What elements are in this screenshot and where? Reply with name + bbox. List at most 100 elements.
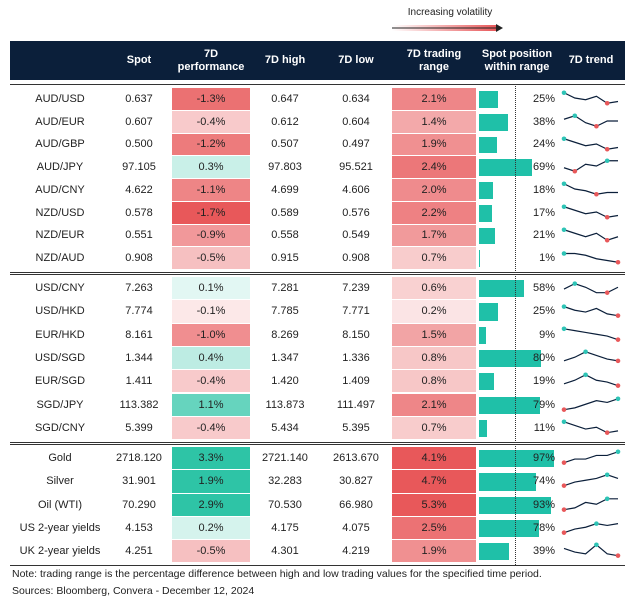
- cell: 2.5%: [392, 516, 476, 540]
- cell: 2.2%: [392, 201, 476, 224]
- cell: 95.521: [339, 161, 373, 174]
- cell: 8.150: [342, 328, 370, 341]
- cell: 7.774: [125, 305, 153, 318]
- row-label: EUR/HKD: [35, 328, 85, 341]
- header-cell: 7D trend: [568, 54, 614, 66]
- position-label: 25%: [532, 305, 555, 318]
- sparkline: [561, 472, 619, 489]
- trend-high: [583, 372, 588, 378]
- position-label: 21%: [532, 229, 555, 242]
- cell: 4.251: [125, 545, 153, 558]
- cell: 0.915: [271, 252, 299, 265]
- cell: 0.497: [342, 138, 370, 151]
- position-label: 1%: [539, 252, 555, 265]
- trend-line: [563, 306, 619, 317]
- cell: 0.604: [342, 115, 370, 128]
- trend-high: [572, 113, 578, 118]
- position-label: 19%: [532, 375, 555, 388]
- cell: 113.873: [265, 398, 305, 411]
- cell: 1.5%: [392, 323, 476, 346]
- cell: 7.263: [125, 282, 153, 295]
- trend-low: [561, 506, 567, 512]
- trend-line: [563, 397, 619, 410]
- cell: 4.699: [271, 183, 299, 196]
- trend-low: [604, 290, 610, 295]
- position-bar: [479, 349, 541, 368]
- trend-low: [561, 460, 567, 465]
- cell: -1.0%: [172, 323, 250, 346]
- cell: 2.1%: [392, 88, 476, 110]
- cell: 1.9%: [392, 133, 476, 156]
- trend-high: [583, 349, 588, 355]
- cell: -1.1%: [172, 179, 250, 201]
- cell: 8.269: [271, 328, 299, 341]
- row-label: UK 2-year yields: [19, 545, 101, 558]
- midline: [515, 84, 516, 565]
- position-label: 74%: [532, 475, 555, 488]
- position-bar: [479, 159, 533, 176]
- cell: 2.4%: [392, 156, 476, 178]
- position-bar: [479, 113, 509, 131]
- sparkline: [563, 113, 618, 129]
- trend-high: [572, 281, 578, 286]
- cell: 5.3%: [392, 493, 476, 516]
- trend-high: [604, 158, 610, 164]
- cell: 1.7%: [392, 224, 476, 247]
- cell: 0.507: [271, 138, 299, 151]
- sparkline: [561, 226, 619, 243]
- row-label: AUD/CNY: [35, 183, 85, 196]
- cell: 1.9%: [392, 540, 476, 563]
- cell: 4.075: [342, 522, 370, 535]
- sparkline: [561, 396, 621, 412]
- cell: -1.7%: [172, 201, 250, 224]
- trend-low: [615, 336, 621, 342]
- cell: 0.4%: [172, 346, 250, 370]
- header-cell: 7D performance: [177, 47, 245, 73]
- trend-high: [615, 449, 621, 455]
- cell: 4.153: [125, 522, 153, 535]
- trend-line: [563, 451, 619, 464]
- trend-line: [563, 137, 619, 150]
- cell: 1.336: [342, 352, 370, 365]
- position-bar: [479, 543, 510, 561]
- position-bar: [479, 182, 493, 199]
- position-label: 24%: [532, 138, 555, 151]
- cell: 66.980: [339, 498, 373, 511]
- trend-low: [604, 237, 610, 243]
- position-label: 79%: [532, 398, 555, 411]
- trend-high: [561, 251, 567, 257]
- cell: -1.3%: [172, 88, 250, 110]
- cell: 5.395: [342, 421, 370, 434]
- trend-high: [604, 496, 610, 501]
- row-label: SGD/JPY: [36, 398, 84, 411]
- position-bar: [479, 519, 540, 538]
- cell: 0.500: [125, 138, 153, 151]
- trend-high: [561, 181, 567, 187]
- trend-line: [563, 160, 618, 173]
- trend-high: [561, 326, 567, 331]
- trend-high: [604, 472, 610, 478]
- trend-low: [594, 123, 599, 129]
- position-label: 69%: [532, 161, 555, 174]
- cell: 0.607: [125, 115, 153, 128]
- cell: 97.105: [122, 161, 156, 174]
- cell: 0.908: [342, 252, 370, 265]
- trend-high: [561, 226, 567, 232]
- sparkline: [561, 521, 619, 535]
- position-bar: [479, 473, 536, 491]
- cell: 0.7%: [392, 416, 476, 440]
- header-cell: Spot: [126, 54, 152, 66]
- trend-line: [563, 421, 619, 434]
- cell: 0.647: [271, 92, 299, 105]
- position-bar: [479, 326, 486, 344]
- sparkline: [561, 326, 621, 342]
- header-cell: Spot position within range: [481, 47, 553, 73]
- cell: 7.239: [342, 282, 370, 295]
- cell: 30.827: [339, 475, 373, 488]
- cell: 1.347: [271, 352, 299, 365]
- cell: 70.290: [122, 498, 156, 511]
- cell: 0.549: [342, 229, 370, 242]
- trend-line: [563, 351, 619, 362]
- separator: [10, 84, 625, 85]
